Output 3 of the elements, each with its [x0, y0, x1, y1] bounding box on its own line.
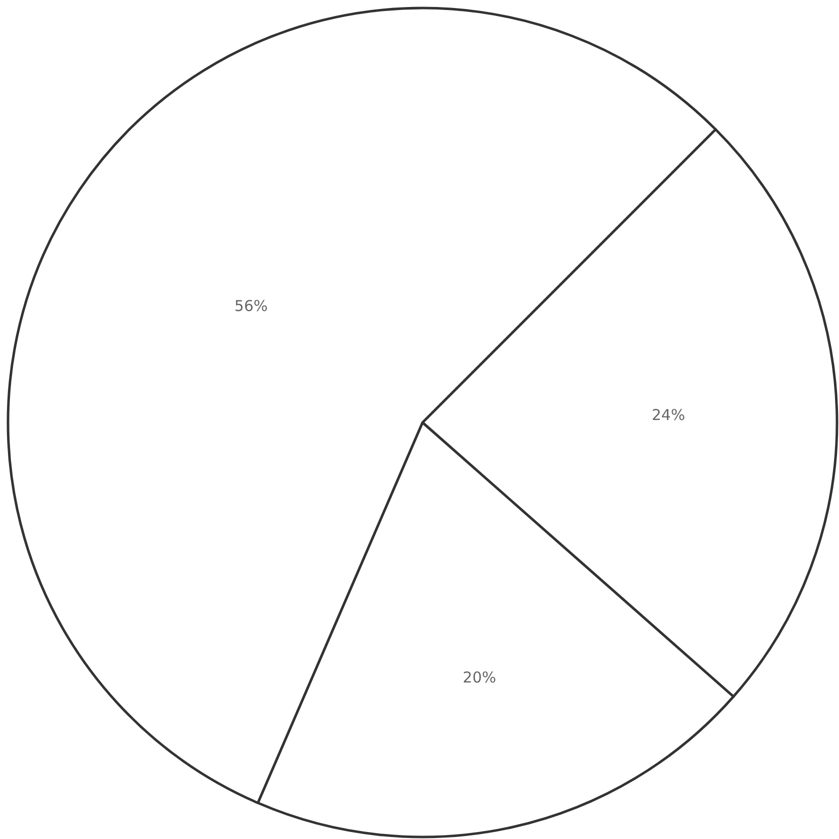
data-label: 56%	[234, 297, 268, 316]
data-label: 20%	[462, 668, 496, 686]
data-label: 24%	[652, 406, 686, 424]
